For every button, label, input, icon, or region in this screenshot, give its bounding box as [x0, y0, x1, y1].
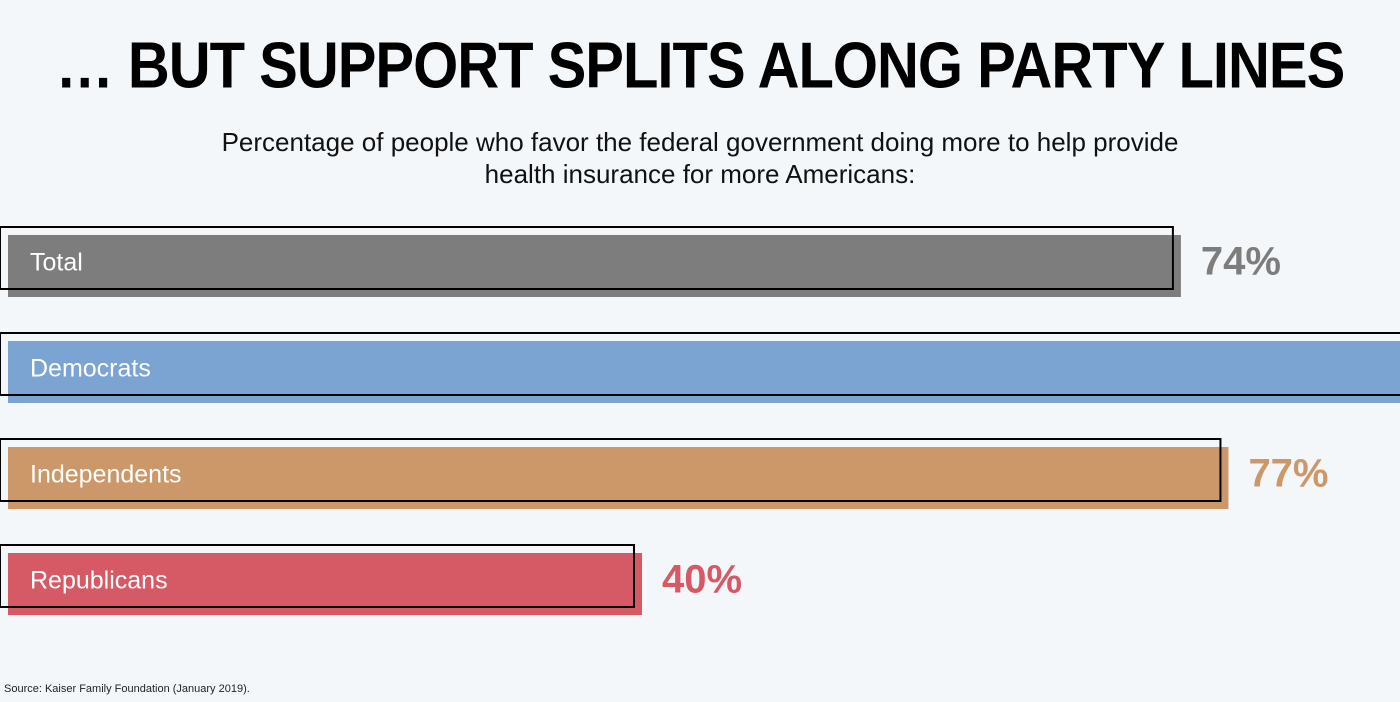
category-label: Democrats [30, 355, 151, 383]
source-note: Source: Kaiser Family Foundation (Januar… [4, 683, 250, 695]
chart-title: … BUT SUPPORT SPLITS ALONG PARTY LINES [55, 29, 1346, 102]
bar-row: Democrats96% [0, 332, 1400, 403]
category-label: Republicans [30, 567, 168, 595]
chart-subtitle: Percentage of people who favor the feder… [100, 126, 1300, 190]
bar-independents [8, 447, 1229, 509]
bar-democrats [8, 341, 1400, 403]
bar-outline [0, 438, 1222, 502]
bar-outline [0, 332, 1400, 396]
bar-republicans [8, 553, 642, 615]
value-label: 40% [662, 558, 742, 602]
bar-row: Republicans 40% [0, 544, 742, 615]
bar-row: Total 74% [0, 226, 1281, 297]
value-label: 74% [1201, 240, 1281, 284]
subtitle-line-2: health insurance for more Americans: [484, 159, 916, 189]
bar-row: Independents 77% [0, 438, 1329, 509]
subtitle-line-1: Percentage of people who favor the feder… [221, 127, 1179, 157]
bar-outline [0, 226, 1174, 290]
category-label: Total [30, 249, 83, 277]
bar-total [8, 235, 1181, 297]
value-label: 77% [1248, 452, 1328, 496]
category-label: Independents [30, 461, 182, 489]
bar-outline [0, 544, 635, 608]
bars-layer: Total 74% Democrats96% Independents 77% Repub… [0, 226, 1400, 615]
